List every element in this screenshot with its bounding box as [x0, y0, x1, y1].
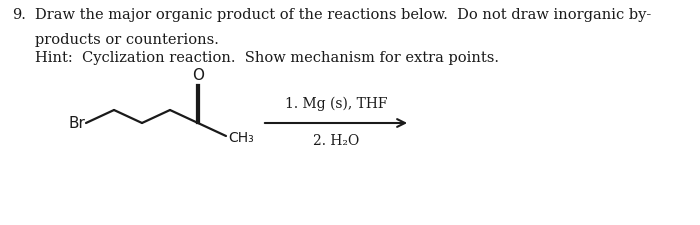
Text: Draw the major organic product of the reactions below.  Do not draw inorganic by: Draw the major organic product of the re…	[35, 8, 651, 22]
Text: CH₃: CH₃	[228, 130, 254, 144]
Text: Hint:  Cyclization reaction.  Show mechanism for extra points.: Hint: Cyclization reaction. Show mechani…	[35, 51, 499, 65]
Text: products or counterions.: products or counterions.	[35, 33, 219, 47]
Text: O: O	[192, 68, 204, 83]
Text: 2. H₂O: 2. H₂O	[313, 133, 359, 147]
Text: Br: Br	[68, 116, 85, 131]
Text: 1. Mg (s), THF: 1. Mg (s), THF	[285, 96, 387, 110]
Text: 9.: 9.	[12, 8, 26, 22]
